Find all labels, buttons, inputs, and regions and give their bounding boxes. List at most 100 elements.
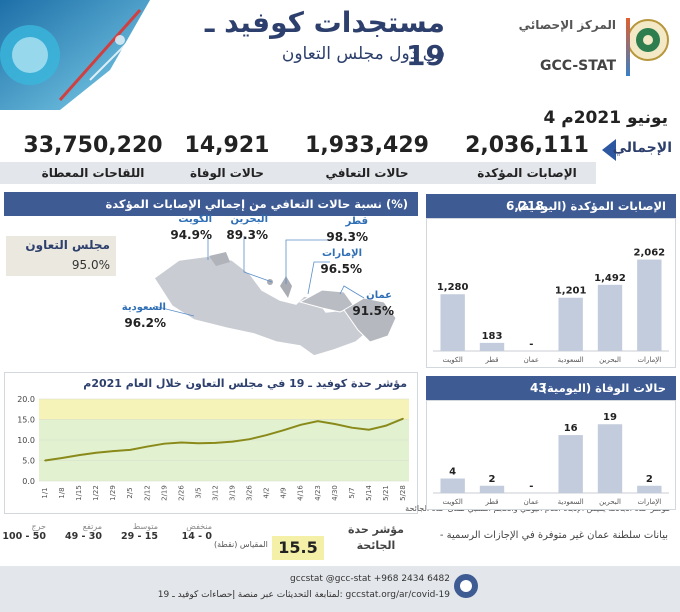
bar	[479, 485, 505, 493]
total-cases-label: الإصابات المؤكدة	[477, 166, 577, 180]
x-tick-label: 4/2	[263, 487, 271, 498]
severity-line	[44, 417, 404, 462]
daily-deaths-total: 43	[530, 381, 547, 395]
trend-title: مؤشر حدة كوفيد ـ 19 في مجلس التعاون خلال…	[83, 377, 407, 390]
bar-value-label: 19	[603, 412, 617, 423]
line-point	[351, 426, 353, 429]
logo-divider	[626, 18, 630, 76]
severity-level-range: 49 - 30	[65, 531, 102, 542]
oman-data-note: - بيانات سلطنة عمان غير متوفرة في الإجاز…	[439, 530, 668, 541]
bar	[558, 435, 583, 493]
bar-category-label: البحرين	[599, 356, 621, 364]
severity-legend: منخفض 14 - 0 متوسط 29 - 15 مرتفع 49 - 30…	[2, 516, 418, 562]
severity-scale-label: المقياس (نقطة)	[214, 540, 268, 549]
qatar-label: قطر	[345, 216, 368, 227]
total-vaccines-value: 33,750,220	[23, 133, 163, 158]
severity-level-label: متوسط	[132, 522, 158, 531]
gcc-summary-box	[6, 236, 116, 276]
oman-value: 91.5%	[352, 304, 394, 318]
severity-trend-chart: 0.0 5.0 10.0 15.0 20.0 1/1 1/8 1/15 1/22 1/29 2/5 2…	[17, 395, 409, 501]
line-point	[44, 459, 46, 462]
daily-cases-panel-title: الإصابات المؤكدة (اليومية) 6,218	[426, 194, 676, 218]
y-tick-label: 15.0	[17, 416, 35, 425]
line-point	[385, 424, 387, 427]
line-point	[265, 434, 268, 436]
daily-deaths-panel: 4 الكويت 2 قطر - عمان 16 السعودية 19 البحرين 2 الإم…	[426, 400, 676, 510]
x-tick-label: 1/29	[109, 485, 117, 501]
bar-category-label: عمان	[524, 498, 540, 506]
x-tick-label: 1/8	[58, 487, 66, 498]
line-point	[334, 423, 336, 425]
bar-value-label: -	[529, 339, 533, 350]
bar-category-label: قطر	[485, 498, 499, 506]
header-decoration	[0, 0, 175, 110]
line-point	[197, 442, 200, 445]
x-tick-label: 3/26	[246, 485, 254, 501]
gcc-recovery-label: مجلس التعاون	[25, 238, 110, 252]
recovery-panel-title: نسبة حالات التعافي من إجمالي الإصابات ال…	[4, 192, 418, 216]
line-point	[299, 424, 302, 426]
bar	[597, 284, 623, 351]
daily-deaths-title: حالات الوفاة (اليومية)	[541, 381, 666, 395]
saudi-label: السعودية	[121, 302, 166, 313]
total-vaccines-label: اللقاحات المعطاة	[41, 166, 145, 180]
severity-level-label: حرج	[31, 522, 46, 531]
severity-level-high: مرتفع 49 - 30	[44, 522, 102, 542]
line-point	[316, 420, 319, 422]
gcc-emblem-icon	[627, 19, 669, 61]
x-tick-label: 4/9	[280, 487, 288, 498]
bar	[637, 485, 662, 493]
totals-arrow-icon	[602, 139, 616, 161]
bar-category-label: الكويت	[442, 356, 462, 364]
gcc-stat-logo	[470, 12, 670, 86]
line-point	[231, 440, 234, 443]
bar-value-label: 16	[564, 423, 578, 434]
severity-title: مؤشر حدة الجائحة	[348, 523, 404, 552]
page-title: مستجدات كوفيد ـ 19	[204, 6, 445, 72]
footer-social[interactable]: gccstat @gcc-stat +968 2434 6482	[290, 574, 450, 584]
y-tick-label: 5.0	[22, 457, 35, 466]
kuwait-value: 94.9%	[170, 228, 212, 242]
bar	[440, 294, 465, 351]
logo-arabic-text: المركز الإحصائي	[518, 18, 616, 32]
bar	[637, 259, 662, 351]
saudi-value: 96.2%	[124, 316, 166, 330]
severity-current-value: 15.5	[272, 536, 324, 560]
severity-level-label: مرتفع	[82, 522, 102, 531]
y-tick-label: 10.0	[17, 436, 35, 445]
bar	[440, 478, 465, 493]
line-point	[282, 429, 285, 431]
daily-cases-total: 6,218	[506, 199, 544, 213]
line-point	[248, 438, 251, 440]
daily-cases-chart: 1,280 الكويت 183 قطر - عمان 1,201 السعودية 1,492…	[433, 248, 669, 364]
daily-cases-panel: 1,280 الكويت 183 قطر - عمان 1,201 السعودية 1,492…	[426, 218, 676, 368]
footer-link[interactable]: لمتابعة التحديثات عبر منصة إحصاءات كوفيد…	[157, 590, 450, 600]
severity-level-medium: متوسط 29 - 15	[100, 522, 158, 542]
bar-value-label: 1,492	[594, 273, 626, 284]
severity-band	[39, 419, 409, 481]
bahrain-value: 89.3%	[226, 228, 268, 242]
bar-value-label: 2	[489, 474, 496, 485]
x-tick-label: 2/12	[143, 485, 151, 501]
y-tick-label: 20.0	[17, 395, 35, 404]
bar-value-label: 1,201	[555, 286, 587, 297]
daily-deaths-chart: 4 الكويت 2 قطر - عمان 16 السعودية 19 البحرين 2 الإم…	[433, 412, 669, 506]
x-tick-label: 2/26	[177, 485, 185, 501]
qatar-value: 98.3%	[326, 230, 368, 244]
line-point	[214, 442, 217, 444]
bar-value-label: 2,062	[634, 248, 666, 259]
x-tick-label: 2/19	[160, 485, 168, 501]
x-tick-label: 5/28	[399, 485, 407, 501]
line-point	[368, 428, 370, 431]
gcc-map-icon	[152, 236, 397, 357]
line-point	[78, 454, 80, 456]
line-point	[129, 449, 132, 451]
x-tick-label: 3/19	[229, 485, 237, 501]
severity-trend-panel: مؤشر حدة كوفيد ـ 19 في مجلس التعاون خلال…	[4, 372, 418, 514]
footer	[0, 566, 680, 612]
line-point	[61, 457, 63, 459]
x-tick-label: 5/14	[365, 485, 373, 501]
bar-value-label: 1,280	[437, 282, 469, 293]
total-recovered-label: حالات التعافي	[325, 166, 409, 180]
bar-category-label: الإمارات	[637, 498, 661, 506]
